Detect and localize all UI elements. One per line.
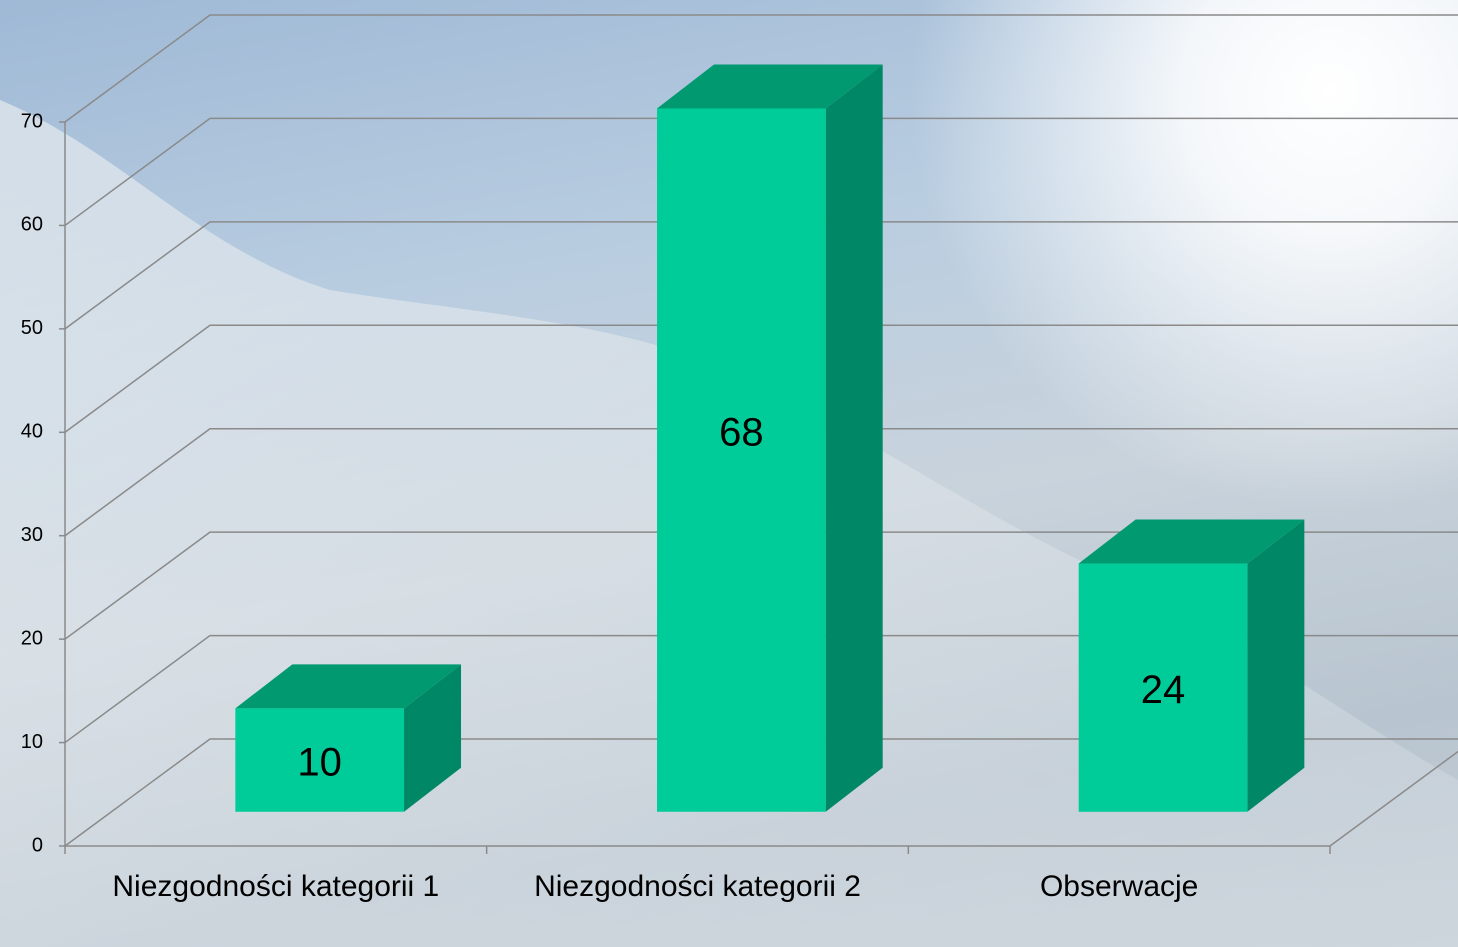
bar <box>657 108 826 811</box>
value-label: 68 <box>719 411 764 455</box>
x-tick-label: Obserwacje <box>919 870 1319 904</box>
chart-area: 0 10 20 30 40 50 60 70 10 68 24 Niezgodności kate… <box>0 0 1458 947</box>
bar-side <box>1247 520 1304 812</box>
x-tick-label: Niezgodności kategorii 2 <box>498 870 898 904</box>
y-tick-label: 50 <box>21 317 43 339</box>
value-label: 10 <box>297 741 342 785</box>
x-tick-label: Niezgodności kategorii 1 <box>76 870 476 904</box>
y-tick-label: 30 <box>21 524 43 546</box>
bar-side <box>826 64 883 811</box>
y-tick-label: 70 <box>21 110 43 132</box>
chart: 0 10 20 30 40 50 60 70 10 68 24 <box>0 0 1458 947</box>
y-tick-label: 20 <box>21 627 43 649</box>
value-label: 24 <box>1141 668 1186 712</box>
y-tick-label: 0 <box>32 834 43 856</box>
y-tick-label: 60 <box>21 214 43 236</box>
y-tick-label: 10 <box>21 731 43 753</box>
y-tick-label: 40 <box>21 421 43 443</box>
